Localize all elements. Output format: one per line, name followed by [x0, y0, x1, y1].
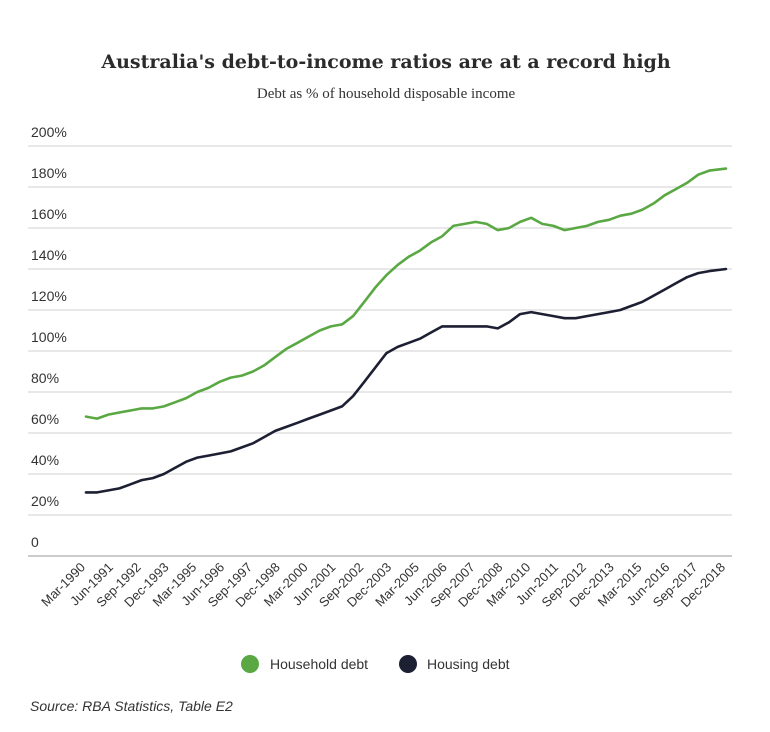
- legend-marker-household-debt: [241, 655, 259, 673]
- x-axis-ticks: Mar-1990Jun-1991Sep-1992Dec-1993Mar-1995…: [38, 560, 728, 610]
- series-line-household-debt: [84, 167, 728, 420]
- legend: Household debt Housing debt: [241, 655, 510, 673]
- y-axis-ticks: 0 20% 40% 60% 80% 100% 120% 140% 160% 180% 200%: [31, 124, 67, 550]
- y-tick-label: 100%: [31, 329, 67, 345]
- chart-title: Australia's debt-to-income ratios are at…: [100, 51, 670, 73]
- y-tick-label: 60%: [31, 411, 59, 427]
- legend-marker-housing-debt: [399, 655, 417, 673]
- source-note: Source: RBA Statistics, Table E2: [30, 698, 233, 714]
- legend-label-household-debt: Household debt: [270, 656, 368, 672]
- y-tick-label: 20%: [31, 493, 59, 509]
- series-line-housing-debt: [84, 267, 728, 494]
- series-lines: [84, 167, 728, 494]
- y-tick-label: 160%: [31, 206, 67, 222]
- y-tick-label: 40%: [31, 452, 59, 468]
- y-tick-label: 180%: [31, 165, 67, 181]
- gridlines: [28, 145, 732, 557]
- legend-label-housing-debt: Housing debt: [427, 656, 510, 672]
- y-tick-label: 140%: [31, 247, 67, 263]
- y-tick-label: 80%: [31, 370, 59, 386]
- y-tick-label: 200%: [31, 124, 67, 140]
- y-tick-label: 0: [31, 534, 39, 550]
- y-tick-label: 120%: [31, 288, 67, 304]
- chart-subtitle: Debt as % of household disposable income: [257, 86, 516, 102]
